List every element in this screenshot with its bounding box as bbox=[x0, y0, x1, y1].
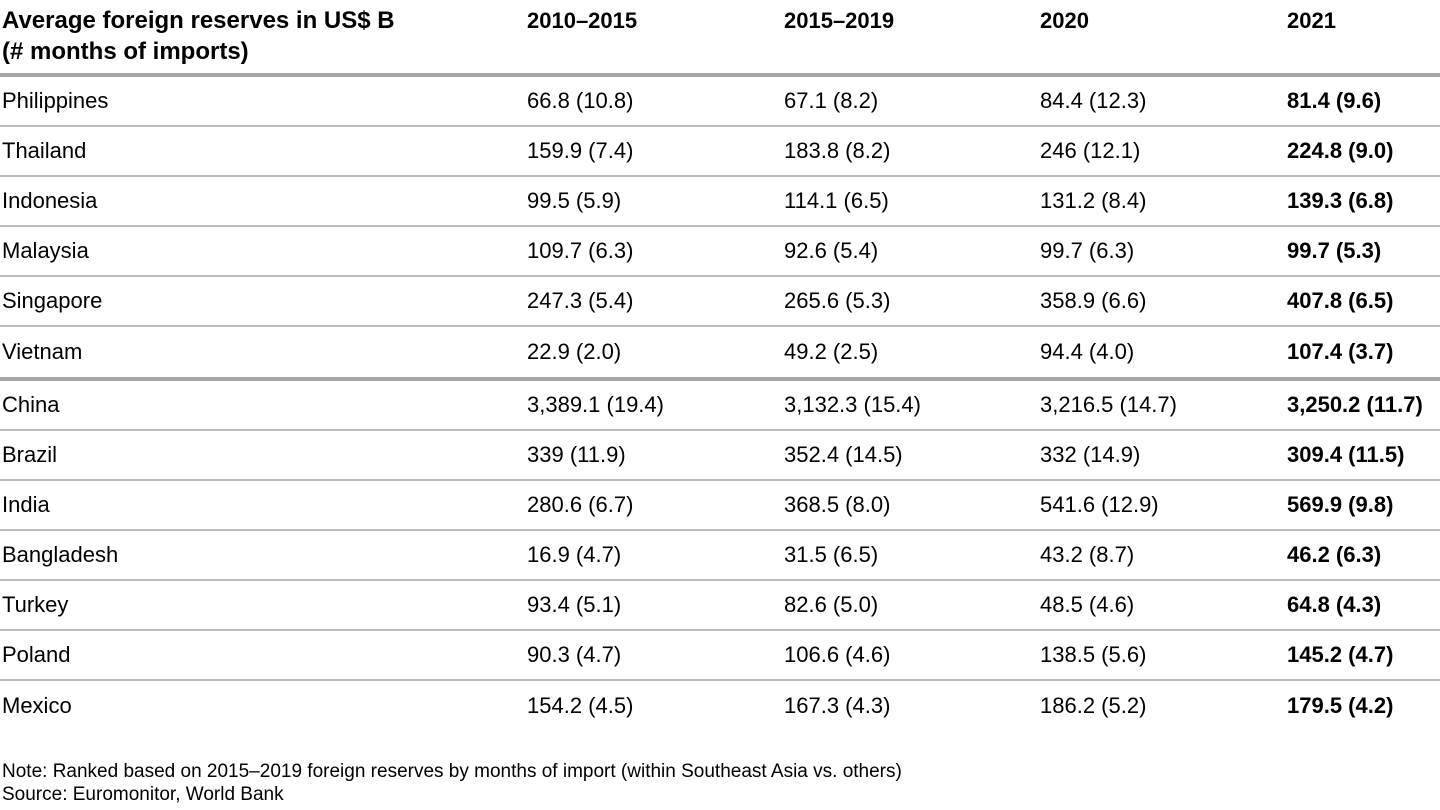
table-row: India 280.6 (6.7) 368.5 (8.0) 541.6 (12.9) 5… bbox=[0, 481, 1440, 531]
value-cell-2021: 224.8 (9.0) bbox=[1287, 138, 1394, 163]
value-cell: 541.6 (12.9) bbox=[1040, 492, 1159, 517]
country-cell: Turkey bbox=[2, 592, 69, 617]
value-cell-2021: 569.9 (9.8) bbox=[1287, 492, 1394, 517]
value-cell: 114.1 (6.5) bbox=[784, 188, 889, 213]
value-cell-2021: 179.5 (4.2) bbox=[1287, 693, 1394, 718]
value-cell: 138.5 (5.6) bbox=[1040, 642, 1147, 667]
value-cell: 82.6 (5.0) bbox=[784, 592, 879, 617]
column-header-2015-2019: 2015–2019 bbox=[784, 8, 895, 33]
value-cell: 84.4 (12.3) bbox=[1040, 88, 1147, 113]
table-body: Philippines 66.8 (10.8) 67.1 (8.2) 84.4 (12… bbox=[0, 77, 1440, 731]
value-cell-2021: 46.2 (6.3) bbox=[1287, 542, 1382, 567]
value-cell: 186.2 (5.2) bbox=[1040, 693, 1147, 718]
country-cell: Malaysia bbox=[2, 238, 89, 263]
table-row: Turkey 93.4 (5.1) 82.6 (5.0) 48.5 (4.6) 64.8… bbox=[0, 581, 1440, 631]
value-cell: 31.5 (6.5) bbox=[784, 542, 879, 567]
country-cell: Indonesia bbox=[2, 188, 98, 213]
value-cell: 90.3 (4.7) bbox=[527, 642, 622, 667]
country-cell: Philippines bbox=[2, 88, 109, 113]
country-cell: China bbox=[2, 392, 60, 417]
value-cell-2021: 309.4 (11.5) bbox=[1287, 442, 1405, 467]
value-cell: 22.9 (2.0) bbox=[527, 339, 622, 364]
value-cell: 43.2 (8.7) bbox=[1040, 542, 1135, 567]
value-cell: 280.6 (6.7) bbox=[527, 492, 634, 517]
value-cell: 48.5 (4.6) bbox=[1040, 592, 1135, 617]
country-cell: Mexico bbox=[2, 693, 72, 718]
value-cell: 246 (12.1) bbox=[1040, 138, 1141, 163]
value-cell-2021: 81.4 (9.6) bbox=[1287, 88, 1382, 113]
table-row: Mexico 154.2 (4.5) 167.3 (4.3) 186.2 (5.2) 1… bbox=[0, 681, 1440, 731]
note-text: Note: Ranked based on 2015–2019 foreign … bbox=[2, 761, 902, 782]
value-cell: 332 (14.9) bbox=[1040, 442, 1141, 467]
value-cell: 154.2 (4.5) bbox=[527, 693, 634, 718]
value-cell: 131.2 (8.4) bbox=[1040, 188, 1147, 213]
table-row: Brazil 339 (11.9) 352.4 (14.5) 332 (14.9) 30… bbox=[0, 431, 1440, 481]
value-cell: 93.4 (5.1) bbox=[527, 592, 622, 617]
country-cell: India bbox=[2, 492, 50, 517]
value-cell: 92.6 (5.4) bbox=[784, 238, 879, 263]
country-group-southeast-asia: Philippines 66.8 (10.8) 67.1 (8.2) 84.4 (12… bbox=[0, 77, 1440, 381]
value-cell: 16.9 (4.7) bbox=[527, 542, 622, 567]
table-row: Thailand 159.9 (7.4) 183.8 (8.2) 246 (12.1)… bbox=[0, 127, 1440, 177]
value-cell: 3,216.5 (14.7) bbox=[1040, 392, 1177, 417]
value-cell: 167.3 (4.3) bbox=[784, 693, 891, 718]
value-cell: 3,389.1 (19.4) bbox=[527, 392, 664, 417]
value-cell-2021: 407.8 (6.5) bbox=[1287, 288, 1394, 313]
value-cell: 3,132.3 (15.4) bbox=[784, 392, 921, 417]
foreign-reserves-table: Average foreign reserves in US$ B (# mon… bbox=[0, 0, 1440, 731]
table-row: Indonesia 99.5 (5.9) 114.1 (6.5) 131.2 (8.4… bbox=[0, 177, 1440, 227]
table-row: Malaysia 109.7 (6.3) 92.6 (5.4) 99.7 (6.3) 9… bbox=[0, 227, 1440, 277]
table-title-line2: (# months of imports) bbox=[2, 38, 249, 65]
value-cell: 265.6 (5.3) bbox=[784, 288, 891, 313]
country-group-others: China 3,389.1 (19.4) 3,132.3 (15.4) 3,216.5… bbox=[0, 381, 1440, 731]
value-cell: 339 (11.9) bbox=[527, 442, 626, 467]
value-cell: 67.1 (8.2) bbox=[784, 88, 879, 113]
country-cell: Thailand bbox=[2, 138, 87, 163]
value-cell: 49.2 (2.5) bbox=[784, 339, 879, 364]
value-cell: 99.7 (6.3) bbox=[1040, 238, 1135, 263]
value-cell-2021: 3,250.2 (11.7) bbox=[1287, 392, 1423, 417]
country-cell: Bangladesh bbox=[2, 542, 119, 567]
country-cell: Vietnam bbox=[2, 339, 83, 364]
value-cell-2021: 145.2 (4.7) bbox=[1287, 642, 1394, 667]
column-header-2021: 2021 bbox=[1287, 8, 1336, 33]
source-text: Source: Euromonitor, World Bank bbox=[2, 784, 284, 805]
table-row: Philippines 66.8 (10.8) 67.1 (8.2) 84.4 (12… bbox=[0, 77, 1440, 127]
table-header-row: Average foreign reserves in US$ B (# mon… bbox=[0, 0, 1440, 77]
value-cell: 109.7 (6.3) bbox=[527, 238, 634, 263]
column-header-2020: 2020 bbox=[1040, 8, 1089, 33]
value-cell: 94.4 (4.0) bbox=[1040, 339, 1135, 364]
table-row: Vietnam 22.9 (2.0) 49.2 (2.5) 94.4 (4.0) 107… bbox=[0, 327, 1440, 377]
column-header-2010-2015: 2010–2015 bbox=[527, 8, 638, 33]
value-cell: 352.4 (14.5) bbox=[784, 442, 903, 467]
value-cell: 106.6 (4.6) bbox=[784, 642, 891, 667]
value-cell: 66.8 (10.8) bbox=[527, 88, 634, 113]
country-cell: Brazil bbox=[2, 442, 58, 467]
table-title: Average foreign reserves in US$ B (# mon… bbox=[0, 5, 527, 67]
value-cell: 183.8 (8.2) bbox=[784, 138, 891, 163]
table-row: Poland 90.3 (4.7) 106.6 (4.6) 138.5 (5.6) 14… bbox=[0, 631, 1440, 681]
country-cell: Poland bbox=[2, 642, 71, 667]
value-cell: 358.9 (6.6) bbox=[1040, 288, 1147, 313]
value-cell: 368.5 (8.0) bbox=[784, 492, 891, 517]
footnotes: Note: Ranked based on 2015–2019 foreign … bbox=[0, 760, 1440, 806]
country-cell: Singapore bbox=[2, 288, 103, 313]
value-cell: 247.3 (5.4) bbox=[527, 288, 634, 313]
value-cell: 159.9 (7.4) bbox=[527, 138, 634, 163]
table-row: Bangladesh 16.9 (4.7) 31.5 (6.5) 43.2 (8.7)… bbox=[0, 531, 1440, 581]
table-row: Singapore 247.3 (5.4) 265.6 (5.3) 358.9 (6.… bbox=[0, 277, 1440, 327]
value-cell-2021: 107.4 (3.7) bbox=[1287, 339, 1394, 364]
value-cell: 99.5 (5.9) bbox=[527, 188, 622, 213]
value-cell-2021: 139.3 (6.8) bbox=[1287, 188, 1394, 213]
table-row: China 3,389.1 (19.4) 3,132.3 (15.4) 3,216.5… bbox=[0, 381, 1440, 431]
value-cell-2021: 64.8 (4.3) bbox=[1287, 592, 1382, 617]
value-cell-2021: 99.7 (5.3) bbox=[1287, 238, 1382, 263]
table-title-line1: Average foreign reserves in US$ B bbox=[2, 7, 395, 34]
